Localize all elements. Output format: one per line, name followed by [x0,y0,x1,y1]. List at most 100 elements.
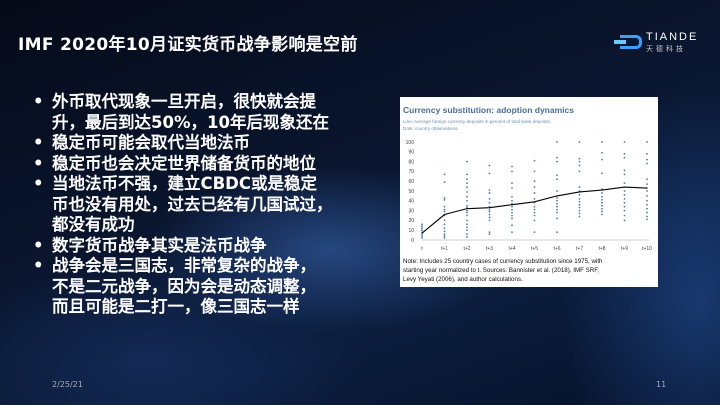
country-observation-dot [511,205,513,208]
country-observation-dot [421,229,423,232]
country-observation-dot [578,206,581,209]
country-observation-dot [623,201,626,204]
country-observation-dot [466,233,468,236]
country-observation-dot [466,223,468,226]
country-observation-dot [578,209,581,212]
country-observation-dot [466,160,468,163]
country-observation-dot [443,223,446,226]
country-observation-dot [601,207,603,210]
country-observation-dot [488,219,491,222]
country-observation-dot [623,219,626,222]
country-observation-dot [443,230,446,233]
country-observation-dot [511,217,513,220]
country-observation-dot [488,201,491,204]
country-observation-dot [533,192,536,194]
y-tick-label: 60 [408,179,414,185]
country-observation-dot [466,214,468,217]
bullet-list: 外币取代现象一旦开启，很快就会提升，最后到达50%，10年后现象还在稳定币可能会… [30,92,333,318]
footer-date: 2/25/21 [52,380,83,389]
country-observation-dot [646,183,648,186]
country-observation-dot [511,182,513,185]
bullet-item: 稳定币也会决定世界储备货币的地位 [30,154,333,175]
country-observation-dot [443,205,446,208]
country-observation-dot [533,219,536,222]
country-observation-dot [488,233,491,236]
country-observation-dot [511,187,513,189]
average-deposits-line [421,186,648,234]
country-observation-dot [623,156,626,159]
country-observation-dot [601,213,603,216]
country-observation-dot [578,186,581,188]
country-observation-dot [578,141,581,143]
country-observation-dot [533,159,536,162]
country-observation-dot [443,173,446,176]
country-observation-dot [578,212,581,215]
country-observation-dot [601,204,603,207]
adoption-dynamics-chart: Currency substitution: adoption dynamics… [403,105,652,283]
country-observation-dot [623,197,626,200]
country-observation-dot [556,208,558,211]
country-observation-dot [443,198,446,201]
country-observation-dot [578,157,581,160]
country-observation-dot [601,201,603,204]
country-observation-dot [443,235,446,237]
x-tick-label: t+4 [508,246,515,252]
country-observation-dot [511,224,513,227]
chart-title: Currency substitution: adoption dynamics [403,105,574,115]
country-observation-dot [466,204,468,207]
country-observation-dot [646,207,648,210]
country-observation-dot [466,178,468,181]
country-observation-dot [511,231,513,234]
country-observation-dot [623,209,626,212]
country-observation-dot [466,226,468,229]
country-observation-dot [646,158,648,161]
country-observation-dot [556,178,558,181]
country-observation-dot [623,194,626,196]
y-tick-label: 50 [408,189,414,195]
country-observation-dot [623,141,626,143]
country-observation-dot [623,169,626,172]
country-observation-dot [533,205,536,208]
country-observation-dot [466,195,468,198]
country-observation-dot [488,189,491,191]
country-observation-dot [488,164,491,167]
x-tick-label: t+9 [621,246,628,252]
country-observation-dot [601,141,603,143]
country-observation-dot [511,170,513,173]
country-observation-dot [466,219,468,222]
country-observation-dot [578,197,581,200]
country-observation-dot [556,205,558,208]
country-observation-dot [466,173,468,176]
country-observation-dot [421,233,423,236]
country-observation-dot [556,141,558,143]
country-observation-dot [623,173,626,176]
country-observation-dot [601,172,603,175]
slide-title: IMF 2020年10月证实货币战争影响是空前 [18,35,358,55]
country-observation-dot [623,214,626,217]
bullet-text-line: 币也没有用处，过去已经有几国试过， [52,194,333,214]
country-observation-dot [533,186,536,188]
x-tick-label: t+5 [531,246,538,252]
y-tick-label: 20 [408,218,414,224]
country-observation-dot [601,151,603,154]
country-observation-dot [646,203,648,206]
chart-note-line-3: Levy Yeyati (2006), and author calculati… [403,276,523,283]
country-observation-dot [578,203,581,206]
country-observation-dot [421,237,423,239]
x-tick-label: t+8 [598,246,605,252]
bullet-text-line: 数字货币战争其实是法币战争 [52,235,267,255]
country-observation-dot [556,199,558,202]
country-observation-dot [556,231,558,234]
country-observation-dot [578,170,581,173]
country-observation-dot [443,237,446,239]
bullet-text-line: 稳定币可能会取代当地法币 [52,133,250,152]
country-observation-dot [511,214,513,217]
country-observation-dot [601,192,603,194]
chart-panel: Currency substitution: adoption dynamics… [400,97,658,287]
bullet-text-line: 外币取代现象一旦开启，很快就会提 [52,92,316,111]
bullet-text-line: 升，最后到达50%，10年后现象还在 [52,112,329,132]
bullet-text-line: 战争会是三国志，非常复杂的战争， [52,256,316,275]
bullet-item: 数字货币战争其实是法币战争 [30,236,333,257]
country-observation-dot [488,172,491,175]
